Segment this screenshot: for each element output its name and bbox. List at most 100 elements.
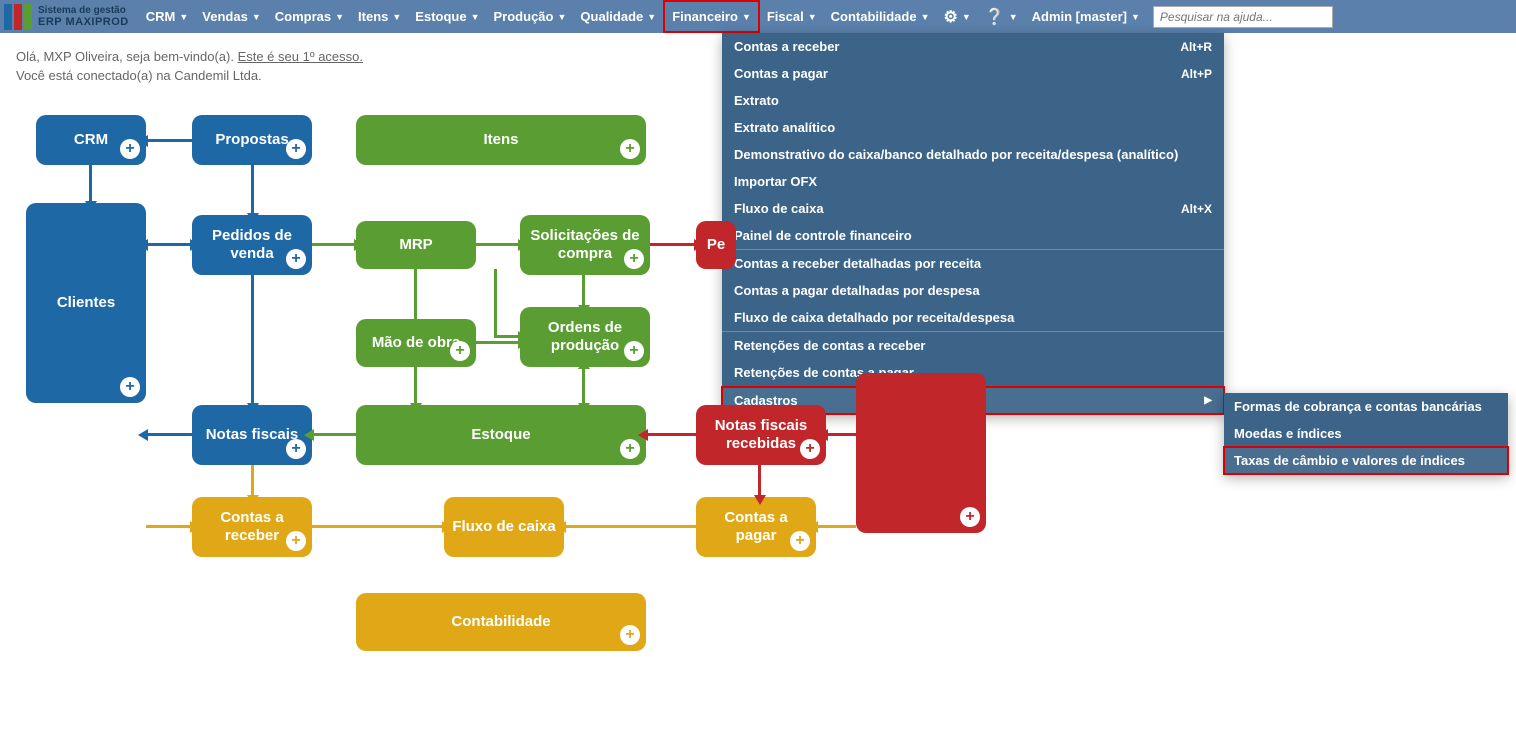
box-crm[interactable]: CRM+ [36, 115, 146, 165]
caret-icon: ▼ [335, 12, 344, 22]
plus-icon[interactable]: + [286, 439, 306, 459]
caret-icon: ▼ [1131, 12, 1140, 22]
arrowhead-icon [190, 239, 200, 251]
arrowhead-icon [138, 239, 148, 251]
nav-estoque[interactable]: Estoque▼ [408, 0, 486, 33]
box-mrp[interactable]: MRP [356, 221, 476, 269]
dd-item[interactable]: Contas a pagarAlt+P [722, 60, 1224, 87]
nav-label: Qualidade [580, 9, 643, 24]
nav-qualidade[interactable]: Qualidade▼ [573, 0, 663, 33]
box-label: Propostas [215, 131, 288, 149]
box-fluxo[interactable]: Fluxo de caixa [444, 497, 564, 557]
plus-icon[interactable]: + [624, 249, 644, 269]
search-input[interactable] [1153, 6, 1333, 28]
box-cpagar[interactable]: Contas a pagar+ [696, 497, 816, 557]
arrowhead-icon [578, 359, 590, 369]
box-pedidos[interactable]: Pedidos de venda+ [192, 215, 312, 275]
nav-crm[interactable]: CRM▼ [139, 0, 196, 33]
dd-item[interactable]: Contas a receberAlt+R [722, 33, 1224, 60]
box-label: Fluxo de caixa [452, 518, 555, 536]
box-mao[interactable]: Mão de obra+ [356, 319, 476, 367]
box-clientes[interactable]: Clientes+ [26, 203, 146, 403]
nav-label: Produção [494, 9, 554, 24]
box-notasr[interactable]: Notas fiscais recebidas+ [696, 405, 826, 465]
arrowhead-icon [754, 495, 766, 505]
box-propostas[interactable]: Propostas+ [192, 115, 312, 165]
plus-icon[interactable]: + [800, 439, 820, 459]
logo-line2: ERP MAXIPROD [38, 16, 129, 28]
nav-label: Itens [358, 9, 388, 24]
nav-contabilidade[interactable]: Contabilidade▼ [824, 0, 937, 33]
nav-admin[interactable]: Admin [master] ▼ [1025, 0, 1147, 33]
logo-line1: Sistema de gestão [38, 5, 129, 16]
arrowhead-icon [808, 521, 818, 533]
arrow-line [826, 433, 856, 436]
box-notas[interactable]: Notas fiscais+ [192, 405, 312, 465]
arrowhead-icon [518, 337, 528, 349]
admin-label: Admin [master] [1032, 9, 1127, 24]
nav-fiscal[interactable]: Fiscal▼ [760, 0, 824, 33]
arrowhead-icon [247, 213, 259, 223]
logo-bars [4, 4, 32, 30]
nav-settings-icon[interactable]: ⚙▼ [937, 0, 978, 33]
plus-icon[interactable]: + [286, 249, 306, 269]
submenu-item[interactable]: Taxas de câmbio e valores de índices [1224, 447, 1508, 474]
arrowhead-icon [818, 429, 828, 441]
arrow-line [414, 367, 417, 405]
workflow-diagram: CRM+Propostas+Itens+Clientes+Pedidos de … [16, 103, 996, 703]
nav-label: Fiscal [767, 9, 804, 24]
dd-shortcut: Alt+X [1181, 202, 1212, 216]
plus-icon[interactable]: + [620, 439, 640, 459]
plus-icon[interactable]: + [624, 341, 644, 361]
nav-itens[interactable]: Itens▼ [351, 0, 408, 33]
plus-icon[interactable]: + [620, 139, 640, 159]
box-ordens[interactable]: Ordens de produção+ [520, 307, 650, 367]
box-estoque[interactable]: Estoque + [356, 405, 646, 465]
logo-text: Sistema de gestão ERP MAXIPROD [38, 5, 129, 28]
box-solcompra[interactable]: Solicitações de compra+ [520, 215, 650, 275]
nav-produção[interactable]: Produção▼ [487, 0, 574, 33]
arrow-line [582, 275, 585, 307]
caret-icon: ▼ [252, 12, 261, 22]
submenu-item[interactable]: Moedas e índices [1224, 420, 1508, 447]
plus-icon[interactable]: + [450, 341, 470, 361]
arrow-line [251, 465, 254, 497]
nav-right: ⚙▼ ❔▼ Admin [master] ▼ [937, 0, 1147, 33]
plus-icon[interactable]: + [286, 531, 306, 551]
plus-icon[interactable]: + [286, 139, 306, 159]
arrow-line [146, 243, 192, 246]
arrow-line [146, 525, 192, 528]
box-label: Estoque [471, 426, 530, 444]
arrow-line [89, 165, 92, 203]
plus-icon[interactable]: + [620, 625, 640, 645]
logo-bar-2 [14, 4, 22, 30]
box-forn[interactable]: + [856, 373, 986, 533]
first-access-link[interactable]: Este é seu 1º acesso. [238, 49, 363, 64]
arrow-line [312, 243, 356, 246]
submenu-item[interactable]: Formas de cobrança e contas bancárias [1224, 393, 1508, 420]
arrowhead-icon [354, 239, 364, 251]
caret-icon: ▼ [471, 12, 480, 22]
box-itens[interactable]: Itens+ [356, 115, 646, 165]
box-creceber[interactable]: Contas a receber+ [192, 497, 312, 557]
nav-financeiro[interactable]: Financeiro▼ [663, 0, 760, 33]
arrowhead-icon [556, 521, 566, 533]
nav-vendas[interactable]: Vendas▼ [195, 0, 267, 33]
arrow-line [650, 243, 696, 246]
arrow-line [251, 165, 254, 215]
nav-help-icon[interactable]: ❔▼ [978, 0, 1025, 33]
arrowhead-icon [578, 305, 590, 315]
nav-compras[interactable]: Compras▼ [268, 0, 351, 33]
arrow-line [146, 433, 192, 436]
arrow-line [582, 367, 585, 405]
welcome-text: Olá, MXP Oliveira, seja bem-vindo(a). [16, 49, 238, 64]
caret-icon: ▼ [557, 12, 566, 22]
plus-icon[interactable]: + [120, 139, 140, 159]
caret-icon: ▼ [179, 12, 188, 22]
arrow-line [476, 341, 520, 344]
plus-icon[interactable]: + [120, 377, 140, 397]
plus-icon[interactable]: + [790, 531, 810, 551]
plus-icon[interactable]: + [960, 507, 980, 527]
box-contab[interactable]: Contabilidade+ [356, 593, 646, 651]
search-box [1153, 6, 1333, 28]
